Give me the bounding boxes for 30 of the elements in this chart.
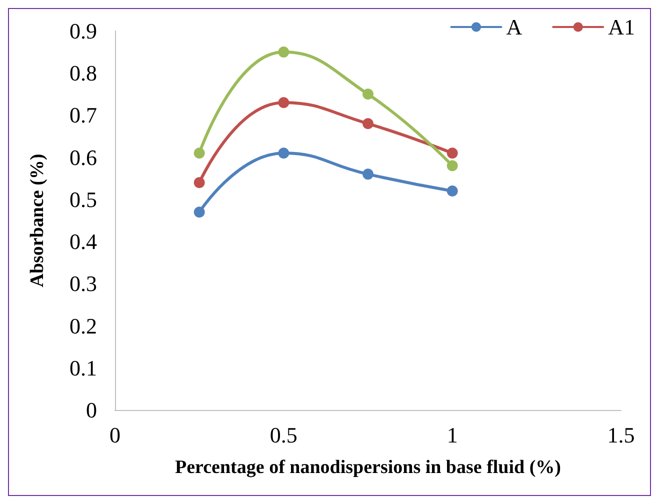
y-tick-label: 0.1 — [70, 355, 97, 380]
y-axis-title: Absorbance (%) — [27, 154, 48, 288]
legend-label: A1 — [608, 14, 636, 40]
y-tick-label: 0.8 — [70, 60, 97, 86]
point — [446, 186, 458, 197]
point — [362, 88, 374, 100]
x-tick-label: 1.5 — [607, 422, 635, 448]
point — [278, 97, 290, 108]
point — [194, 177, 205, 188]
y-tick-label: 0.5 — [70, 186, 97, 212]
y-tick-label: 0.6 — [70, 144, 97, 170]
x-tick-label: 1 — [446, 422, 458, 448]
y-tick-label: 0.4 — [70, 229, 97, 254]
point — [446, 148, 458, 159]
x-tick-label: 0 — [110, 422, 120, 448]
x-axis-title: Percentage of nanodispersions in base fluid (%) — [174, 457, 562, 478]
point — [362, 118, 374, 130]
y-tick-label: 0.9 — [70, 18, 97, 44]
point — [278, 46, 290, 58]
y-tick-label: 0 — [86, 398, 97, 422]
x-tick-label: 0.5 — [270, 422, 298, 448]
legend-label: A — [506, 14, 522, 40]
point — [362, 168, 374, 180]
y-tick-label: 0.3 — [70, 271, 97, 296]
point — [194, 148, 205, 159]
point — [194, 206, 205, 218]
y-tick-label: 0.2 — [70, 313, 97, 338]
point — [278, 148, 290, 159]
point — [446, 160, 458, 172]
y-tick-label: 0.7 — [70, 102, 97, 128]
